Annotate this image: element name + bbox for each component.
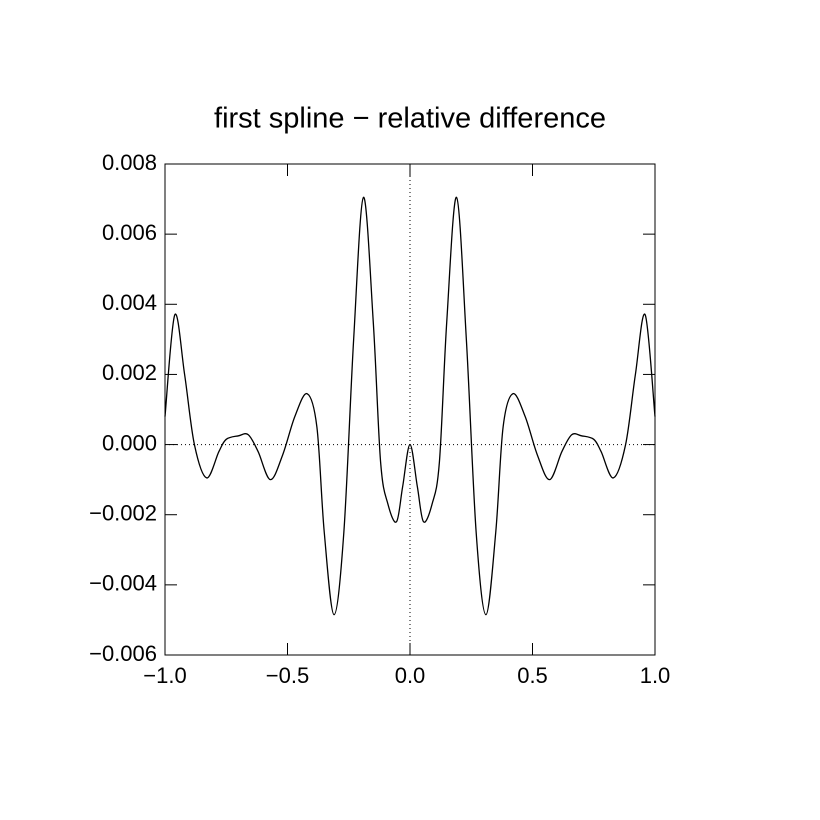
data-line [164, 196, 656, 616]
y-tick-label: 0.002 [102, 360, 157, 385]
y-tick-label: 0.008 [102, 150, 157, 175]
y-tick-label: 0.006 [102, 220, 157, 245]
x-tick-label: −0.5 [266, 663, 309, 688]
x-tick-label: 0.5 [517, 663, 548, 688]
chart-title: first spline − relative difference [214, 103, 606, 135]
x-tick-label: −1.0 [143, 663, 186, 688]
x-tick-label: 1.0 [640, 663, 671, 688]
x-tick-label: 0.0 [395, 663, 426, 688]
y-tick-label: −0.004 [89, 571, 157, 596]
y-tick-label: −0.002 [89, 501, 157, 526]
y-tick-label: 0.000 [102, 430, 157, 455]
y-tick-label: 0.004 [102, 290, 157, 315]
y-tick-label: −0.006 [89, 641, 157, 666]
